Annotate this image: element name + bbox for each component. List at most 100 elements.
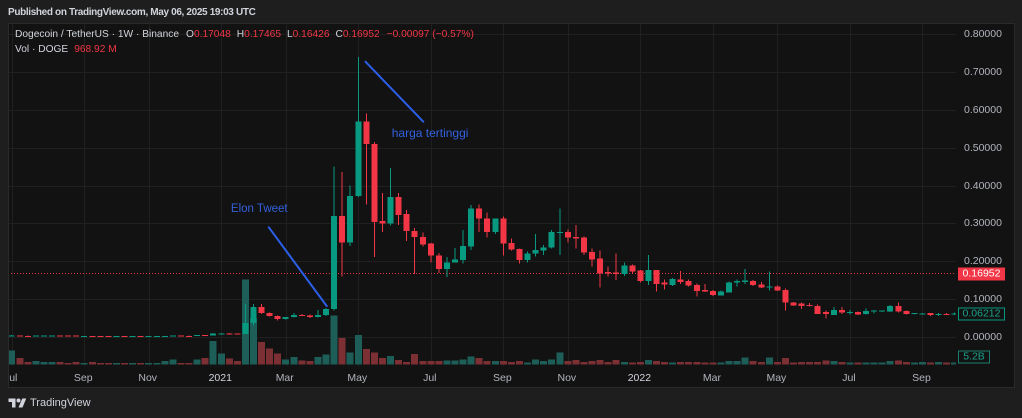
candle — [105, 335, 112, 337]
candle-body — [282, 316, 289, 319]
candle-body — [274, 316, 281, 319]
candle-body — [790, 302, 797, 306]
volume-bar — [935, 362, 943, 365]
volume-bar — [790, 362, 797, 365]
candle — [758, 282, 765, 289]
candle-body — [572, 237, 579, 239]
candle-body — [516, 249, 523, 260]
symbol-title[interactable]: Dogecoin / TetherUS · 1W · Binance — [15, 29, 180, 40]
candle — [403, 210, 410, 241]
volume-bar — [185, 363, 193, 365]
annotation-elon-tweet[interactable]: Elon Tweet — [230, 203, 288, 216]
candle-body — [701, 290, 708, 292]
candle — [24, 335, 31, 337]
volume-bar — [121, 363, 128, 365]
candle-body — [564, 231, 571, 238]
annotation-trend-line[interactable] — [364, 60, 425, 123]
volume-bar — [499, 361, 507, 365]
ohlc-close-key: C — [335, 29, 343, 40]
candle-body — [403, 214, 410, 231]
time-tick-label: Nov — [557, 372, 577, 384]
candle — [363, 113, 370, 205]
candle-body — [73, 335, 80, 337]
candle-body — [452, 259, 458, 263]
candle-wick — [365, 113, 367, 205]
time-tick-label: Sep — [912, 372, 931, 384]
candle — [516, 248, 523, 264]
candle — [629, 264, 636, 275]
candle — [16, 335, 23, 337]
candle-body — [524, 253, 531, 260]
candle — [621, 262, 628, 276]
candle — [653, 270, 660, 292]
candle-body — [911, 313, 918, 315]
volume-bar — [596, 360, 604, 365]
candle-wick — [736, 279, 738, 287]
candle — [508, 238, 515, 251]
annotation-harga-tertinggi[interactable]: harga tertinggi — [391, 125, 469, 140]
volume-bar — [870, 362, 878, 365]
ohlc-open: O 0.17048 — [186, 28, 231, 42]
volume-bar — [927, 362, 934, 365]
legend-price-row: Dogecoin / TetherUS · 1W · Binance O 0.17… — [15, 28, 474, 42]
volume-legend-title[interactable]: Vol · DOGE — [15, 44, 69, 55]
time-tick-label: May — [766, 372, 787, 384]
candle-wick — [390, 167, 391, 226]
candle-body — [89, 335, 96, 337]
time-tick-label: Jul — [423, 372, 437, 384]
volume-bar — [741, 357, 749, 365]
candle — [492, 218, 499, 234]
candle-wick — [607, 266, 609, 277]
candle — [121, 335, 128, 337]
candle — [943, 313, 950, 316]
volume-bar — [846, 362, 854, 365]
volume-bar — [233, 361, 241, 365]
candle-body — [242, 323, 249, 334]
candle-body — [49, 335, 55, 337]
annotation-trend-line[interactable] — [267, 226, 328, 307]
volume-bar — [749, 361, 757, 365]
candle — [186, 335, 192, 337]
volume-bar — [129, 363, 137, 365]
volume-bar — [636, 362, 644, 365]
candle-body — [186, 335, 192, 337]
volume-bar — [56, 362, 64, 365]
candle — [887, 304, 894, 312]
footer-brand[interactable]: TradingView — [8, 396, 91, 410]
volume-bar — [395, 360, 403, 365]
candle-body — [879, 310, 886, 312]
volume-bar — [443, 360, 451, 365]
candle-body — [508, 242, 515, 250]
candle — [548, 230, 555, 249]
candle — [113, 335, 120, 337]
candle — [790, 301, 797, 306]
candle — [355, 56, 362, 197]
volume-bar — [209, 341, 217, 365]
candle-body — [81, 335, 88, 337]
price-tick-label: 0.70000 — [964, 66, 1002, 79]
candle-wick — [244, 303, 246, 335]
volume-bar — [516, 361, 523, 365]
candle — [73, 335, 80, 337]
candle-wick — [414, 228, 416, 275]
candle — [476, 204, 483, 232]
candle-body — [645, 270, 652, 281]
candles — [8, 56, 956, 337]
chart-pane[interactable]: Dogecoin / TetherUS · 1W · Binance O 0.17… — [8, 23, 1015, 388]
candle — [169, 335, 176, 337]
volume-bar — [153, 363, 161, 365]
candle-body — [951, 313, 956, 315]
price-chart-plot[interactable] — [8, 23, 956, 366]
price-tick-label: 0.60000 — [964, 103, 1002, 116]
candle — [637, 270, 644, 283]
time-axis[interactable]: Jul Sep Nov 2021 Mar May Jul Sep Nov 202… — [8, 366, 956, 388]
candle-body — [16, 335, 23, 337]
price-axis[interactable]: 0.80000 0.70000 0.60000 0.50000 0.40000 … — [956, 23, 1015, 388]
candle-body — [653, 270, 660, 284]
volume-bar — [644, 360, 652, 365]
volume-bar — [669, 362, 677, 365]
candle-body — [540, 247, 547, 251]
candle — [540, 245, 547, 255]
candle-body — [895, 306, 902, 312]
price-tick-label: 0.20000 — [964, 255, 1002, 268]
